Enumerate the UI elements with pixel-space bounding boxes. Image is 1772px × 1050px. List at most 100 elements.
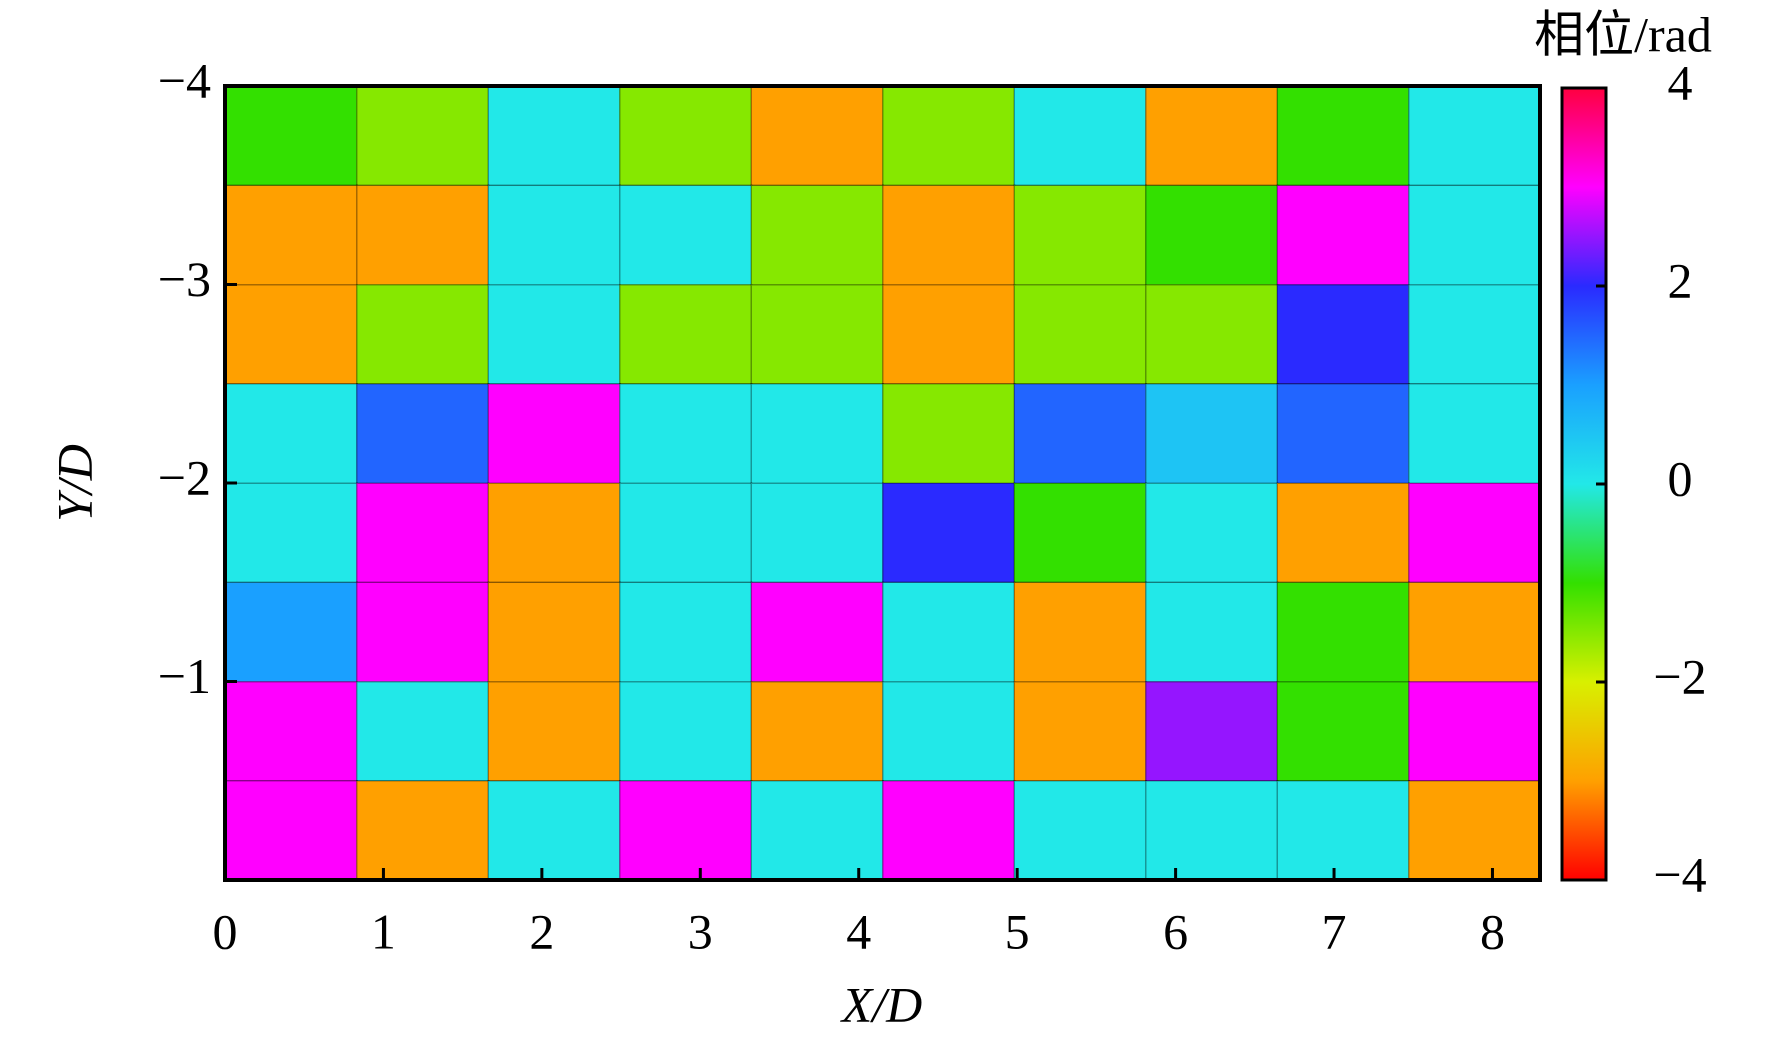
heatmap-cell (881, 780, 1016, 882)
heatmap-cell (224, 482, 358, 584)
heatmap-cell (750, 581, 884, 683)
y-tick-label: −4 (158, 52, 211, 108)
heatmap-cell (1013, 85, 1147, 187)
heatmap-cell (881, 482, 1016, 584)
heatmap-cell (487, 482, 621, 584)
heatmap-cell (224, 283, 358, 385)
heatmap-cell (1276, 184, 1410, 286)
heatmap-cell (355, 383, 490, 485)
heatmap-cell (1407, 780, 1542, 882)
heatmap-cell (750, 283, 884, 385)
heatmap-cell (750, 383, 884, 485)
heatmap-cell (224, 780, 358, 882)
heatmap-cell (1013, 482, 1147, 584)
x-tick-label: 5 (1005, 903, 1030, 959)
heatmap-cell (750, 482, 884, 584)
heatmap-cell (355, 680, 490, 782)
heatmap-cell (1144, 383, 1279, 485)
heatmap-cell (618, 581, 753, 683)
heatmap-cell (1144, 184, 1279, 286)
heatmap-cell (1144, 581, 1279, 683)
heatmap-cell (224, 680, 358, 782)
heatmap-cell (487, 85, 621, 187)
heatmap-cell (1407, 283, 1542, 385)
heatmap-cell (224, 85, 358, 187)
x-tick-label: 6 (1163, 903, 1188, 959)
colorbar-tick-label: 2 (1668, 252, 1693, 308)
heatmap-cell (881, 283, 1016, 385)
heatmap-cell (1407, 85, 1542, 187)
heatmap-cell (355, 780, 490, 882)
heatmap-cell (487, 780, 621, 882)
heatmap-cell (1013, 581, 1147, 683)
heatmap-cell (1144, 85, 1279, 187)
y-tick-label: −2 (158, 449, 211, 505)
heatmap-cell (1276, 680, 1410, 782)
x-axis-label: X/D (840, 976, 923, 1032)
colorbar-tick-label: −4 (1653, 846, 1706, 902)
colorbar-label: 相位/rad (1534, 6, 1712, 62)
heatmap-cell (1276, 581, 1410, 683)
heatmap-cell (618, 184, 753, 286)
x-tick-label: 2 (529, 903, 554, 959)
colorbar-tick-label: −2 (1653, 648, 1706, 704)
colorbar-tick-label: 0 (1668, 450, 1693, 506)
heatmap-cell (1013, 184, 1147, 286)
heatmap-cell (355, 85, 490, 187)
heatmap-cell (1276, 283, 1410, 385)
heatmap-cell (224, 581, 358, 683)
heatmap-cell (750, 780, 884, 882)
heatmap-cell (1407, 184, 1542, 286)
heatmap-cell (1013, 680, 1147, 782)
heatmap-cell (1013, 780, 1147, 882)
heatmap-cell (881, 581, 1016, 683)
x-tick-label: 0 (213, 903, 238, 959)
heatmap-cell (618, 780, 753, 882)
heatmap-cell (618, 482, 753, 584)
heatmap-cell (487, 184, 621, 286)
heatmap-cell (1144, 283, 1279, 385)
heatmap-cell (881, 383, 1016, 485)
heatmap-cells (224, 85, 1542, 882)
heatmap-cell (224, 383, 358, 485)
y-tick-label: −3 (158, 251, 211, 307)
heatmap-cell (355, 482, 490, 584)
heatmap-cell (355, 283, 490, 385)
x-tick-label: 8 (1480, 903, 1505, 959)
heatmap-cell (1276, 780, 1410, 882)
heatmap-cell (1276, 482, 1410, 584)
heatmap-cell (1144, 780, 1279, 882)
colorbar-tick-label: 4 (1668, 54, 1693, 110)
heatmap-cell (881, 680, 1016, 782)
heatmap-cell (618, 85, 753, 187)
heatmap-cell (355, 184, 490, 286)
heatmap-cell (618, 283, 753, 385)
heatmap-cell (1407, 383, 1542, 485)
heatmap-cell (487, 581, 621, 683)
heatmap-cell (881, 184, 1016, 286)
heatmap-cell (1407, 482, 1542, 584)
heatmap-cell (618, 680, 753, 782)
y-axis-label: Y/D (46, 444, 102, 522)
x-tick-label: 4 (846, 903, 871, 959)
heatmap-cell (750, 184, 884, 286)
heatmap-cell (487, 283, 621, 385)
y-tick-label: −1 (158, 648, 211, 704)
heatmap-cell (750, 85, 884, 187)
heatmap-cell (355, 581, 490, 683)
x-tick-label: 1 (371, 903, 396, 959)
heatmap-cell (224, 184, 358, 286)
heatmap-cell (1407, 581, 1542, 683)
heatmap-cell (618, 383, 753, 485)
x-tick-label: 7 (1322, 903, 1347, 959)
heatmap-cell (1407, 680, 1542, 782)
heatmap-cell (1013, 383, 1147, 485)
heatmap-cell (1144, 482, 1279, 584)
heatmap-cell (1013, 283, 1147, 385)
heatmap-cell (1276, 85, 1410, 187)
heatmap-cell (1276, 383, 1410, 485)
heatmap-cell (750, 680, 884, 782)
heatmap-cell (487, 680, 621, 782)
heatmap-cell (487, 383, 621, 485)
